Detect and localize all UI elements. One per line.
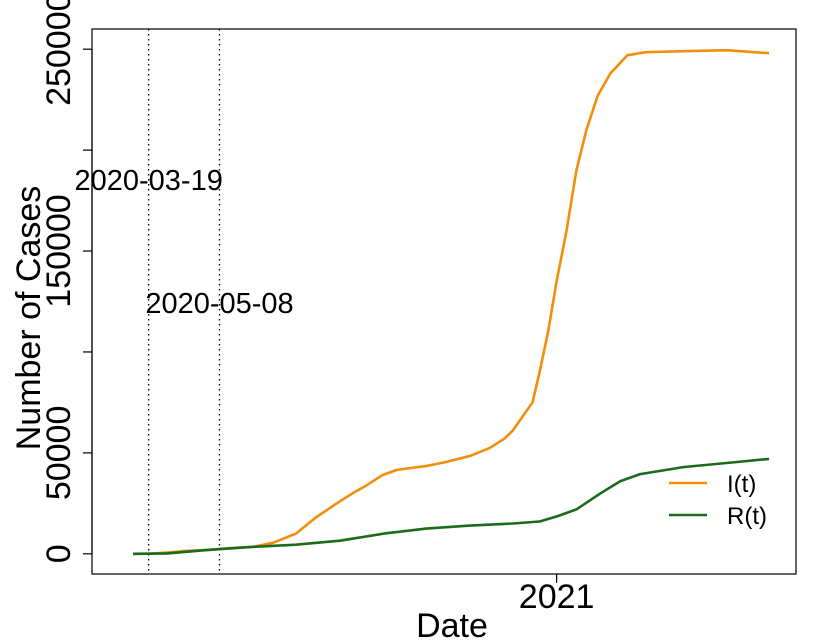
legend-label: R(t)	[727, 503, 767, 530]
x-axis-label: Date	[416, 607, 488, 642]
series-line-R(t)	[133, 457, 770, 556]
y-tick-label: 50000	[40, 406, 78, 501]
y-tick-label: 0	[40, 544, 78, 563]
reference-lines: 2020-03-19 2020-05-08	[74, 29, 294, 574]
y-tick-label: 150000	[40, 194, 78, 307]
y-axis-label: Number of Cases	[10, 186, 48, 451]
vline-label: 2020-05-08	[145, 288, 293, 320]
vline-label: 2020-03-19	[74, 165, 222, 197]
x-tick-label: 2021	[519, 578, 595, 616]
legend: I(t) R(t)	[669, 471, 767, 530]
y-tick-label: 250000	[40, 0, 78, 106]
legend-label: I(t)	[727, 471, 756, 498]
axes: 0 50000 150000 250000 2021	[40, 0, 594, 616]
series-lines	[133, 48, 770, 556]
